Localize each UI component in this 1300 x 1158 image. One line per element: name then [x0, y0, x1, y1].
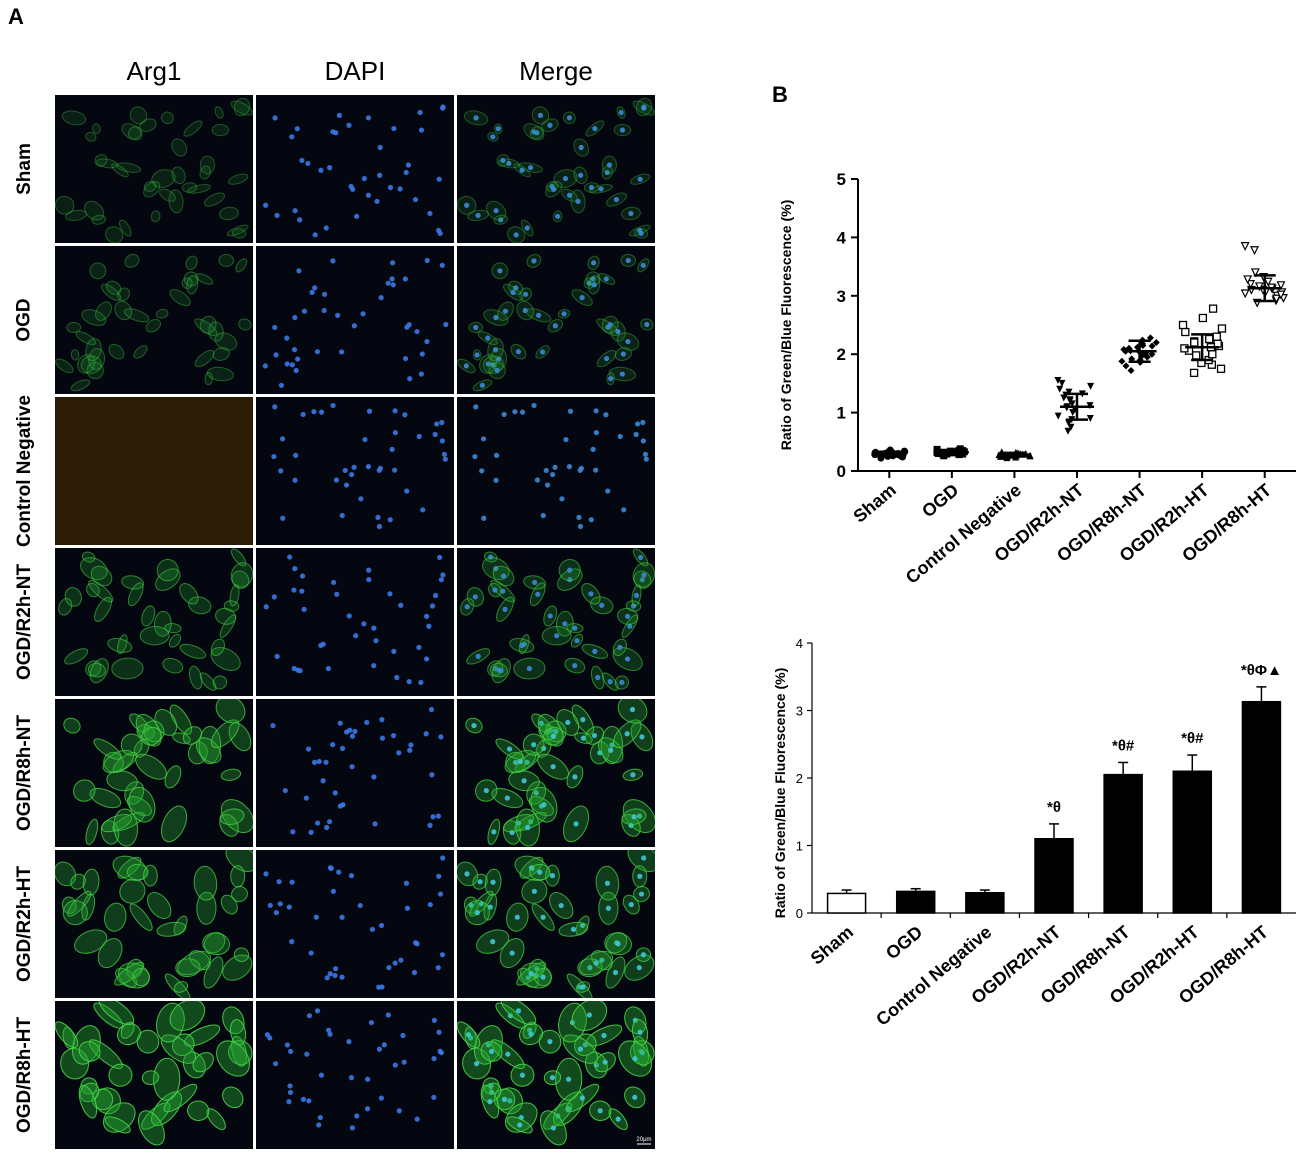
- merge-micrograph: 20μm: [457, 1001, 655, 1149]
- y-tick-label: 0: [796, 906, 803, 921]
- data-point: [1087, 382, 1095, 390]
- y-tick-label: 1: [837, 404, 846, 423]
- bar: [1103, 773, 1143, 914]
- data-point: [1065, 388, 1073, 396]
- data-point: [1054, 376, 1062, 384]
- data-point: [1212, 332, 1221, 341]
- y-tick-label: 5: [837, 170, 846, 189]
- data-point: [1065, 419, 1073, 427]
- bar: [826, 892, 867, 914]
- dapi-micrograph: [256, 1001, 454, 1149]
- arg1-micrograph: [55, 850, 253, 998]
- panel-a-letter: A: [8, 4, 24, 29]
- data-point: [1240, 242, 1250, 252]
- bar: [1172, 770, 1213, 914]
- y-tick-label: 3: [796, 704, 803, 719]
- dapi-micrograph: [256, 397, 454, 545]
- data-point: [1058, 379, 1066, 387]
- data-point: [1067, 423, 1075, 431]
- panel-b-letter: B: [772, 82, 788, 107]
- data-point: [1276, 281, 1286, 291]
- arg1-micrograph: [55, 397, 253, 545]
- y-axis-label: Ratio of Green/Blue Fluorescence (%): [778, 200, 794, 451]
- y-axis-label: Ratio of Green/Blue Fluorescence (%): [772, 668, 788, 919]
- arg1-micrograph: [55, 1001, 253, 1149]
- data-point: [1276, 290, 1286, 300]
- dapi-micrograph: [256, 95, 454, 243]
- merge-micrograph: [457, 850, 655, 998]
- column-header-dapi: DAPI: [324, 56, 386, 86]
- data-point: [1271, 294, 1281, 304]
- y-tick-label: 4: [837, 228, 847, 247]
- data-point: [1240, 289, 1250, 299]
- significance-label: *θ#: [1181, 730, 1204, 747]
- bar: [1034, 838, 1074, 914]
- arg1-micrograph: [55, 699, 253, 847]
- data-point: [1064, 427, 1072, 435]
- bar: [895, 890, 936, 914]
- significance-label: *θ#: [1112, 737, 1135, 754]
- data-point: [1189, 368, 1199, 378]
- data-point: [1263, 277, 1273, 287]
- arg1-micrograph: [55, 246, 253, 394]
- merge-micrograph: [457, 699, 655, 847]
- arg1-micrograph: [55, 548, 253, 696]
- x-tick-label: Sham: [807, 922, 857, 969]
- dapi-micrograph: [256, 850, 454, 998]
- column-header-arg1: Arg1: [126, 56, 182, 86]
- scale-bar-label: 20μm: [636, 1137, 651, 1143]
- dapi-micrograph: [256, 246, 454, 394]
- arg1-micrograph: [55, 95, 253, 243]
- y-tick-label: 0: [837, 462, 846, 481]
- y-tick-label: 4: [796, 636, 803, 651]
- data-point: [1066, 396, 1074, 404]
- y-tick-label: 1: [796, 839, 803, 854]
- data-point: [1127, 367, 1135, 375]
- y-tick-label: 2: [796, 771, 803, 786]
- data-point: [1217, 324, 1227, 333]
- y-tick-label: 3: [837, 287, 846, 306]
- x-tick-label: OGD: [882, 922, 926, 964]
- column-header-merge: Merge: [519, 56, 593, 86]
- data-point: [1254, 282, 1264, 292]
- y-tick-label: 2: [837, 345, 846, 364]
- bar: [965, 892, 1005, 914]
- data-point: [1198, 313, 1208, 323]
- data-point: [1086, 414, 1094, 422]
- data-point: [1178, 320, 1188, 330]
- x-tick-label: Control Negative: [872, 922, 995, 1030]
- data-point: [1054, 412, 1062, 420]
- data-point: [1208, 304, 1218, 313]
- merge-micrograph: [457, 548, 655, 696]
- data-point: [1246, 280, 1256, 289]
- data-point: [1152, 339, 1160, 347]
- merge-micrograph: [457, 95, 655, 243]
- bar: [1241, 700, 1282, 914]
- data-point: [1148, 342, 1156, 350]
- significance-label: *θΦ▲: [1241, 662, 1282, 679]
- data-point: [1243, 275, 1253, 285]
- dapi-micrograph: [256, 699, 454, 847]
- data-point: [1056, 385, 1064, 393]
- dapi-micrograph: [256, 548, 454, 696]
- data-point: [1122, 362, 1130, 370]
- merge-micrograph: [457, 397, 655, 545]
- data-point: [1216, 364, 1226, 373]
- data-point: [1250, 246, 1259, 256]
- data-point: [1250, 268, 1260, 278]
- merge-micrograph: [457, 246, 655, 394]
- data-point: [1118, 357, 1126, 365]
- significance-label: *θ: [1047, 799, 1061, 816]
